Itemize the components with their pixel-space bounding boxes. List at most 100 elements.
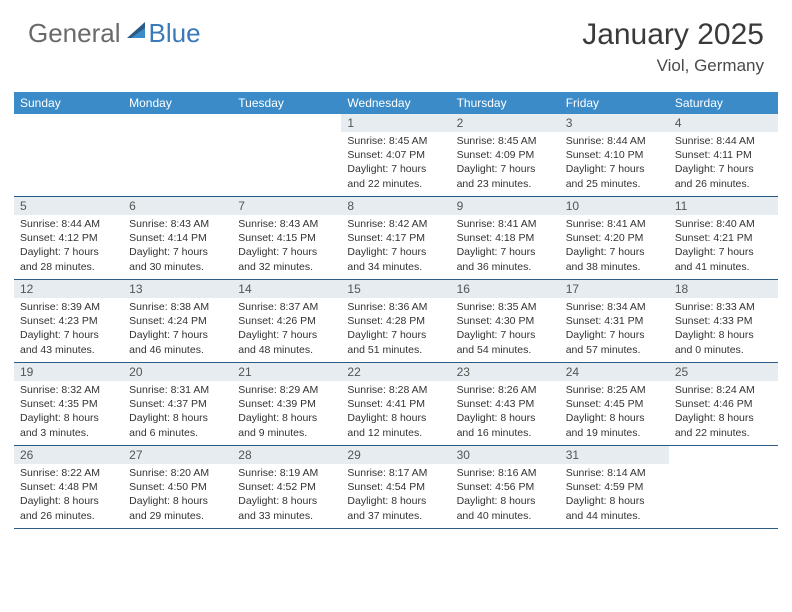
week-row: 1Sunrise: 8:45 AMSunset: 4:07 PMDaylight… [14,114,778,197]
dow-wednesday: Wednesday [341,92,450,114]
day-daylight1: Daylight: 7 hours [238,328,335,342]
day-cell [232,114,341,196]
day-cell: 30Sunrise: 8:16 AMSunset: 4:56 PMDayligh… [451,446,560,528]
day-body: Sunrise: 8:24 AMSunset: 4:46 PMDaylight:… [669,381,778,444]
day-sunset: Sunset: 4:14 PM [129,231,226,245]
day-sunset: Sunset: 4:30 PM [457,314,554,328]
day-body: Sunrise: 8:19 AMSunset: 4:52 PMDaylight:… [232,464,341,527]
page-header: General Blue January 2025 Viol, Germany [0,0,792,84]
day-sunrise: Sunrise: 8:41 AM [457,217,554,231]
day-sunrise: Sunrise: 8:45 AM [347,134,444,148]
day-body: Sunrise: 8:26 AMSunset: 4:43 PMDaylight:… [451,381,560,444]
day-cell: 25Sunrise: 8:24 AMSunset: 4:46 PMDayligh… [669,363,778,445]
day-number: 29 [341,446,450,464]
day-daylight1: Daylight: 8 hours [347,411,444,425]
day-sunset: Sunset: 4:23 PM [20,314,117,328]
day-daylight2: and 6 minutes. [129,426,226,440]
day-cell: 23Sunrise: 8:26 AMSunset: 4:43 PMDayligh… [451,363,560,445]
logo-text-general: General [28,18,121,49]
day-daylight1: Daylight: 8 hours [129,494,226,508]
day-sunrise: Sunrise: 8:44 AM [566,134,663,148]
day-daylight1: Daylight: 7 hours [457,245,554,259]
day-daylight2: and 22 minutes. [675,426,772,440]
day-body: Sunrise: 8:28 AMSunset: 4:41 PMDaylight:… [341,381,450,444]
day-body [669,464,778,470]
day-sunrise: Sunrise: 8:41 AM [566,217,663,231]
weeks-container: 1Sunrise: 8:45 AMSunset: 4:07 PMDaylight… [14,114,778,529]
day-sunrise: Sunrise: 8:36 AM [347,300,444,314]
day-daylight2: and 51 minutes. [347,343,444,357]
day-sunrise: Sunrise: 8:29 AM [238,383,335,397]
day-sunset: Sunset: 4:09 PM [457,148,554,162]
day-body: Sunrise: 8:40 AMSunset: 4:21 PMDaylight:… [669,215,778,278]
day-number: 15 [341,280,450,298]
day-cell: 26Sunrise: 8:22 AMSunset: 4:48 PMDayligh… [14,446,123,528]
day-daylight2: and 36 minutes. [457,260,554,274]
day-daylight2: and 3 minutes. [20,426,117,440]
day-sunrise: Sunrise: 8:31 AM [129,383,226,397]
day-sunrise: Sunrise: 8:16 AM [457,466,554,480]
day-daylight2: and 19 minutes. [566,426,663,440]
day-sunset: Sunset: 4:50 PM [129,480,226,494]
day-sunset: Sunset: 4:48 PM [20,480,117,494]
page-subtitle: Viol, Germany [582,56,764,76]
day-sunset: Sunset: 4:28 PM [347,314,444,328]
day-sunrise: Sunrise: 8:35 AM [457,300,554,314]
day-daylight1: Daylight: 7 hours [347,162,444,176]
day-daylight2: and 16 minutes. [457,426,554,440]
day-body: Sunrise: 8:31 AMSunset: 4:37 PMDaylight:… [123,381,232,444]
dow-friday: Friday [560,92,669,114]
day-daylight1: Daylight: 8 hours [675,411,772,425]
day-daylight1: Daylight: 8 hours [347,494,444,508]
day-body: Sunrise: 8:42 AMSunset: 4:17 PMDaylight:… [341,215,450,278]
day-body [123,132,232,138]
day-daylight2: and 23 minutes. [457,177,554,191]
day-of-week-header: Sunday Monday Tuesday Wednesday Thursday… [14,92,778,114]
day-sunset: Sunset: 4:56 PM [457,480,554,494]
day-body: Sunrise: 8:43 AMSunset: 4:14 PMDaylight:… [123,215,232,278]
day-body: Sunrise: 8:32 AMSunset: 4:35 PMDaylight:… [14,381,123,444]
page-title: January 2025 [582,18,764,52]
day-sunset: Sunset: 4:21 PM [675,231,772,245]
day-body: Sunrise: 8:41 AMSunset: 4:20 PMDaylight:… [560,215,669,278]
day-sunset: Sunset: 4:41 PM [347,397,444,411]
day-body: Sunrise: 8:33 AMSunset: 4:33 PMDaylight:… [669,298,778,361]
day-daylight1: Daylight: 7 hours [20,328,117,342]
day-sunset: Sunset: 4:37 PM [129,397,226,411]
day-sunset: Sunset: 4:33 PM [675,314,772,328]
dow-saturday: Saturday [669,92,778,114]
day-body: Sunrise: 8:45 AMSunset: 4:07 PMDaylight:… [341,132,450,195]
day-daylight1: Daylight: 8 hours [566,494,663,508]
day-sunrise: Sunrise: 8:20 AM [129,466,226,480]
day-number: 23 [451,363,560,381]
day-daylight1: Daylight: 8 hours [457,411,554,425]
day-number: 31 [560,446,669,464]
day-number: 21 [232,363,341,381]
dow-sunday: Sunday [14,92,123,114]
day-cell: 9Sunrise: 8:41 AMSunset: 4:18 PMDaylight… [451,197,560,279]
day-sunrise: Sunrise: 8:40 AM [675,217,772,231]
day-daylight1: Daylight: 7 hours [347,245,444,259]
day-cell: 12Sunrise: 8:39 AMSunset: 4:23 PMDayligh… [14,280,123,362]
day-number: 5 [14,197,123,215]
day-body: Sunrise: 8:17 AMSunset: 4:54 PMDaylight:… [341,464,450,527]
day-number: 20 [123,363,232,381]
day-number: 30 [451,446,560,464]
day-cell: 1Sunrise: 8:45 AMSunset: 4:07 PMDaylight… [341,114,450,196]
day-sunset: Sunset: 4:12 PM [20,231,117,245]
day-cell: 5Sunrise: 8:44 AMSunset: 4:12 PMDaylight… [14,197,123,279]
day-daylight2: and 46 minutes. [129,343,226,357]
day-daylight2: and 33 minutes. [238,509,335,523]
day-sunrise: Sunrise: 8:43 AM [238,217,335,231]
day-number: 7 [232,197,341,215]
day-cell [669,446,778,528]
day-daylight1: Daylight: 7 hours [566,328,663,342]
dow-monday: Monday [123,92,232,114]
day-sunset: Sunset: 4:43 PM [457,397,554,411]
day-number: 1 [341,114,450,132]
day-sunrise: Sunrise: 8:38 AM [129,300,226,314]
day-cell: 4Sunrise: 8:44 AMSunset: 4:11 PMDaylight… [669,114,778,196]
day-body: Sunrise: 8:39 AMSunset: 4:23 PMDaylight:… [14,298,123,361]
day-cell: 8Sunrise: 8:42 AMSunset: 4:17 PMDaylight… [341,197,450,279]
day-number: 11 [669,197,778,215]
